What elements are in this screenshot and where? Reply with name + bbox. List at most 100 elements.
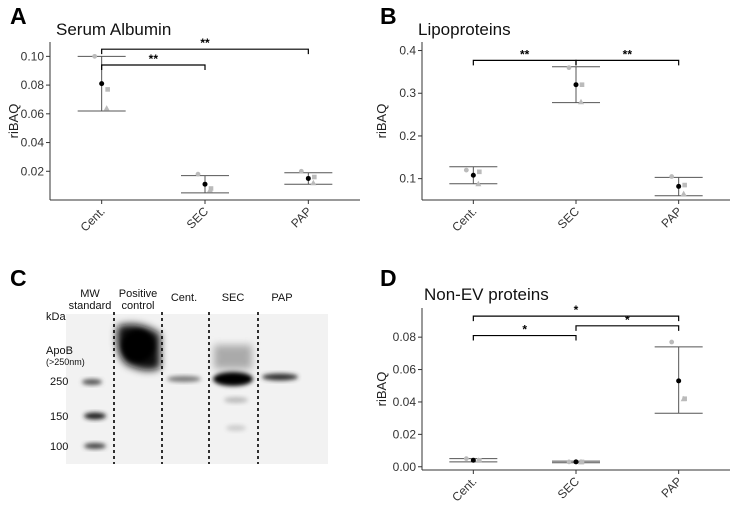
y-axis-label: riBAQ [374, 104, 389, 139]
significance-label: ** [200, 36, 210, 50]
significance-label: ** [520, 47, 530, 61]
lane-label-positive: Positive [119, 288, 158, 300]
sec-smear [214, 345, 252, 369]
mw-label-150: 150 [50, 411, 68, 423]
y-tick-label: 0.3 [399, 86, 416, 100]
data-point [669, 339, 675, 345]
y-axis-label: riBAQ [374, 372, 389, 407]
significance-label: * [625, 313, 630, 327]
pap-band [262, 373, 298, 381]
sec-faint-band-2 [226, 425, 246, 431]
mean-point [99, 81, 105, 87]
y-tick-label: 0.00 [393, 460, 417, 474]
data-point [207, 186, 213, 193]
mw-band-100 [84, 443, 106, 449]
mw-band-150 [84, 412, 106, 420]
y-tick-label: 0.1 [399, 172, 416, 186]
blot-membrane [66, 314, 328, 464]
mw-band-250 [82, 379, 102, 385]
y-axis-label: riBAQ [6, 104, 21, 139]
panel-letter-a: A [10, 3, 27, 29]
mean-point [676, 378, 682, 384]
y-tick-label: 0.04 [21, 136, 45, 150]
chart-serum-albumin: Serum Albumin 0.02 0.04 0.06 0.08 0.10 riBAQ Ce… [6, 20, 360, 234]
lane-label-sec: SEC [222, 292, 245, 304]
significance-label: ** [623, 47, 633, 61]
mw-ladder [82, 379, 106, 449]
chart-title: Lipoproteins [418, 20, 511, 39]
significance-bracket [101, 64, 206, 70]
positive-control-band [122, 330, 154, 362]
y-tick-label: 0.02 [21, 164, 45, 178]
x-tick-label: SEC [555, 474, 583, 502]
lane-label-pap: PAP [271, 292, 292, 304]
lane-label-control: control [121, 300, 154, 312]
y-tick-label: 0.2 [399, 129, 416, 143]
mean-point [470, 457, 476, 463]
significance-bracket [101, 48, 309, 55]
mean-point [573, 82, 579, 88]
lane-positive-control [117, 324, 160, 371]
cent-band [167, 376, 201, 382]
chart-non-ev-proteins: Non-EV proteins 0.00 0.02 0.04 0.06 0.08 riBAQ… [374, 285, 730, 504]
x-tick-label: PAP [659, 204, 685, 230]
y-tick-label: 0.06 [393, 363, 417, 377]
lane-sec [213, 345, 253, 431]
y-tick-label: 0.10 [21, 49, 45, 63]
mean-point [676, 183, 682, 189]
mean-point [470, 172, 476, 178]
sec-faint-band [224, 397, 248, 403]
data-point [310, 179, 317, 186]
data-point [682, 182, 687, 188]
lane-label-mw: MW [80, 288, 100, 300]
y-tick-label: 0.06 [21, 107, 45, 121]
significance-bracket [575, 59, 680, 66]
significance-bracket [472, 334, 577, 341]
x-tick-label: SEC [184, 204, 212, 232]
data-point [312, 174, 317, 180]
data-point [298, 168, 304, 174]
significance-bracket [472, 315, 680, 322]
mw-label-250: 250 [50, 376, 68, 388]
data-point [578, 98, 584, 105]
data-point [680, 190, 687, 197]
apob-size-label: (>250nm) [46, 357, 85, 367]
chart-title: Serum Albumin [56, 20, 171, 39]
lane-label-standard: standard [69, 300, 112, 312]
x-tick-label: Cent. [449, 204, 479, 234]
x-tick-label: Cent. [449, 474, 479, 504]
data-point [475, 457, 482, 463]
lane-label-cent: Cent. [171, 292, 197, 304]
y-tick-label: 0.4 [399, 44, 416, 58]
western-blot: MW standard Positive control Cent. SEC P… [46, 288, 328, 464]
data-point [463, 167, 469, 173]
data-point [669, 174, 675, 179]
mean-point [305, 175, 311, 181]
data-point [477, 169, 482, 175]
x-tick-label: PAP [659, 474, 685, 500]
data-point [578, 458, 584, 465]
chart-lipoproteins: Lipoproteins 0.1 0.2 0.3 0.4 riBAQ Cent. SEC PAP… [374, 20, 730, 234]
data-point [463, 456, 469, 462]
data-point [208, 186, 214, 191]
panel-letter-d: D [380, 265, 397, 291]
data-point [105, 87, 110, 92]
chart-title: Non-EV proteins [424, 285, 549, 304]
mw-label-100: 100 [50, 441, 68, 453]
data-point [579, 82, 585, 88]
significance-label: * [522, 323, 527, 337]
x-tick-label: SEC [555, 204, 583, 232]
y-tick-label: 0.04 [393, 395, 417, 409]
significance-label: ** [149, 52, 159, 66]
mean-point [573, 459, 579, 465]
sec-band [213, 372, 253, 386]
y-tick-label: 0.08 [393, 330, 417, 344]
mean-point [202, 181, 208, 187]
panel-letter-b: B [380, 3, 397, 29]
y-tick-label: 0.02 [393, 427, 417, 441]
x-tick-label: Cent. [78, 204, 108, 234]
data-point [92, 53, 98, 59]
data-point [103, 105, 110, 111]
data-point [566, 65, 572, 71]
